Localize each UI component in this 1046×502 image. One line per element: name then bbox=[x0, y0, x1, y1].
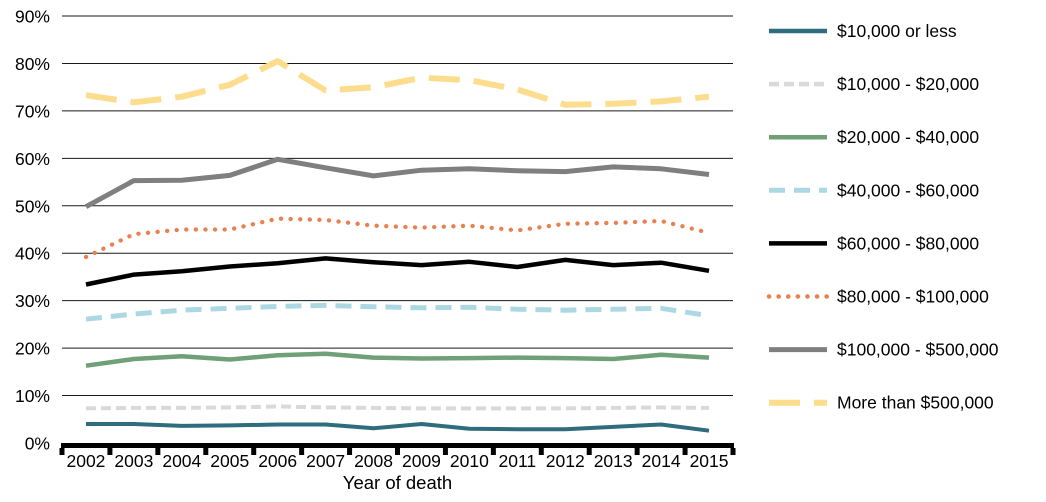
legend-item: $60,000 - $80,000 bbox=[769, 233, 979, 253]
y-axis-tick-label: 60% bbox=[15, 149, 50, 169]
series-line-10-000-or-less bbox=[86, 422, 710, 433]
legend-label: $10,000 - $20,000 bbox=[837, 74, 979, 94]
y-axis-tick-label: 0% bbox=[25, 434, 50, 454]
series-line-more-than-500-000 bbox=[85, 58, 710, 108]
y-axis-tick-label: 20% bbox=[15, 339, 50, 359]
legend-label: $100,000 - $500,000 bbox=[837, 340, 999, 360]
x-axis-tick-label: 2002 bbox=[66, 451, 105, 471]
x-axis-tick-label: 2009 bbox=[402, 451, 441, 471]
x-axis-tick-label: 2004 bbox=[162, 451, 201, 471]
legend-item: $20,000 - $40,000 bbox=[769, 127, 979, 147]
legend-label: $10,000 or less bbox=[837, 21, 957, 41]
series-line-100-000-500-000 bbox=[84, 156, 710, 209]
x-axis-tick-label: 2014 bbox=[642, 451, 681, 471]
x-axis-tick-label: 2012 bbox=[546, 451, 585, 471]
x-axis-tick-label: 2008 bbox=[354, 451, 393, 471]
legend-label: $40,000 - $60,000 bbox=[837, 180, 979, 200]
y-axis-tick-label: 30% bbox=[15, 291, 50, 311]
x-axis-tick-label: 2006 bbox=[258, 451, 297, 471]
y-axis-tick-label: 50% bbox=[15, 196, 50, 216]
x-axis-title: Year of death bbox=[343, 472, 452, 493]
series-line-40-000-60-000 bbox=[85, 302, 710, 322]
legend-label: More than $500,000 bbox=[837, 393, 994, 413]
legend-label: $80,000 - $100,000 bbox=[837, 287, 989, 307]
legend-label: $60,000 - $80,000 bbox=[837, 233, 979, 253]
x-axis-tick-label: 2005 bbox=[210, 451, 249, 471]
legend-item: $100,000 - $500,000 bbox=[769, 340, 999, 360]
x-axis-tick-label: 2010 bbox=[450, 451, 489, 471]
legend-item: More than $500,000 bbox=[769, 393, 994, 413]
y-axis-tick-label: 90% bbox=[15, 7, 50, 27]
legend-item: $40,000 - $60,000 bbox=[769, 180, 979, 200]
y-axis-tick-label: 10% bbox=[15, 386, 50, 406]
series-line-10-000-20-000 bbox=[85, 404, 710, 411]
x-axis-tick-label: 2007 bbox=[306, 451, 345, 471]
legend-label: $20,000 - $40,000 bbox=[837, 127, 979, 147]
series-line-20-000-40-000 bbox=[85, 351, 710, 368]
y-axis-tick-label: 80% bbox=[15, 54, 50, 74]
y-axis-tick-label: 40% bbox=[15, 244, 50, 264]
legend-item: $10,000 or less bbox=[769, 21, 957, 41]
x-axis-tick-label: 2015 bbox=[690, 451, 729, 471]
x-axis-tick-label: 2013 bbox=[594, 451, 633, 471]
series-line-60-000-80-000 bbox=[85, 256, 710, 287]
x-axis-tick-label: 2011 bbox=[499, 451, 537, 471]
x-axis-tick-label: 2003 bbox=[114, 451, 153, 471]
legend-item: $10,000 - $20,000 bbox=[769, 74, 979, 94]
y-axis-tick-label: 70% bbox=[15, 101, 50, 121]
legend-item: $80,000 - $100,000 bbox=[766, 287, 989, 307]
series-line-80-000-100-000 bbox=[83, 216, 712, 260]
